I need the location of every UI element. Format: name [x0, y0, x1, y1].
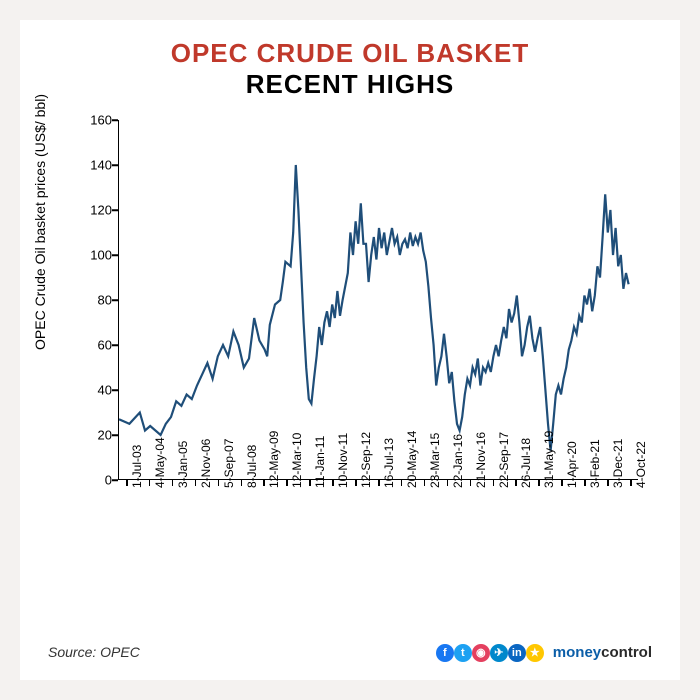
x-tick-label: 8-Jul-08: [245, 445, 259, 488]
footer: ft◉✈in★ moneycontrol: [436, 643, 652, 662]
y-tick-label: 120: [82, 203, 112, 218]
y-tick-label: 160: [82, 113, 112, 128]
x-tick-label: 3-Feb-21: [588, 439, 602, 488]
y-tick-label: 60: [82, 338, 112, 353]
x-tick-label: 10-Nov-11: [336, 433, 350, 488]
y-tick-mark: [112, 299, 118, 301]
x-tick-label: 26-Jul-18: [519, 438, 533, 488]
y-tick-label: 80: [82, 293, 112, 308]
x-tick-mark: [607, 480, 609, 486]
y-tick-mark: [112, 389, 118, 391]
x-tick-mark: [126, 480, 128, 486]
y-tick-mark: [112, 209, 118, 211]
social-icon[interactable]: ✈: [490, 644, 508, 662]
brand-logo: moneycontrol: [553, 644, 652, 661]
chart-card: OPEC CRUDE OIL BASKET RECENT HIGHS OPEC …: [20, 20, 680, 680]
x-tick-mark: [149, 480, 151, 486]
x-tick-mark: [538, 480, 540, 486]
x-tick-mark: [630, 480, 632, 486]
x-tick-mark: [401, 480, 403, 486]
x-tick-mark: [241, 480, 243, 486]
x-tick-label: 16-Jul-13: [382, 438, 396, 488]
x-tick-mark: [470, 480, 472, 486]
social-icon[interactable]: t: [454, 644, 472, 662]
x-tick-label: 4-May-04: [153, 437, 167, 488]
y-tick-mark: [112, 119, 118, 121]
x-tick-label: 3-Jan-05: [176, 441, 190, 488]
social-icon[interactable]: in: [508, 644, 526, 662]
x-tick-label: 22-Jan-16: [451, 434, 465, 488]
y-tick-mark: [112, 434, 118, 436]
x-tick-mark: [309, 480, 311, 486]
x-tick-label: 12-Sep-12: [359, 432, 373, 488]
x-tick-mark: [561, 480, 563, 486]
y-tick-label: 140: [82, 158, 112, 173]
x-tick-label: 23-Mar-15: [428, 433, 442, 488]
x-tick-mark: [584, 480, 586, 486]
y-tick-label: 100: [82, 248, 112, 263]
x-tick-mark: [263, 480, 265, 486]
title-line-1: OPEC CRUDE OIL BASKET: [20, 38, 680, 69]
x-tick-label: 21-Nov-16: [474, 432, 488, 488]
y-tick-mark: [112, 254, 118, 256]
page-background: OPEC CRUDE OIL BASKET RECENT HIGHS OPEC …: [0, 0, 700, 700]
y-tick-mark: [112, 344, 118, 346]
x-tick-mark: [424, 480, 426, 486]
x-tick-label: 4-Oct-22: [634, 441, 648, 488]
y-tick-label: 20: [82, 428, 112, 443]
social-icon[interactable]: f: [436, 644, 454, 662]
social-icon[interactable]: ◉: [472, 644, 490, 662]
x-tick-mark: [172, 480, 174, 486]
x-tick-mark: [195, 480, 197, 486]
x-tick-mark: [378, 480, 380, 486]
title-line-2: RECENT HIGHS: [20, 69, 680, 100]
x-tick-mark: [286, 480, 288, 486]
source-text: Source: OPEC: [48, 644, 140, 660]
x-tick-label: 11-Jan-11: [313, 436, 327, 488]
y-tick-mark: [112, 479, 118, 481]
x-tick-label: 1-Jul-03: [130, 445, 144, 488]
x-tick-mark: [493, 480, 495, 486]
brand-left: money: [553, 644, 601, 661]
x-tick-mark: [218, 480, 220, 486]
plot-area: [118, 120, 638, 480]
x-tick-label: 12-Mar-10: [290, 433, 304, 488]
x-tick-label: 2-Nov-06: [199, 439, 213, 488]
line-chart-svg: [119, 120, 639, 480]
x-tick-mark: [332, 480, 334, 486]
x-tick-label: 12-May-09: [267, 431, 281, 488]
x-tick-label: 1-Apr-20: [565, 441, 579, 488]
y-tick-mark: [112, 164, 118, 166]
x-tick-label: 20-May-14: [405, 431, 419, 488]
x-tick-label: 31-May-19: [542, 431, 556, 488]
brand-right: control: [601, 644, 652, 661]
x-tick-mark: [515, 480, 517, 486]
x-tick-mark: [447, 480, 449, 486]
chart-area: OPEC Crude Oil basket prices (US$/ bbl) …: [50, 120, 650, 580]
y-axis-label: OPEC Crude Oil basket prices (US$/ bbl): [32, 94, 48, 350]
price-line: [119, 165, 629, 451]
x-tick-label: 3-Dec-21: [611, 439, 625, 488]
social-icon[interactable]: ★: [526, 644, 544, 662]
chart-title: OPEC CRUDE OIL BASKET RECENT HIGHS: [20, 20, 680, 100]
x-tick-label: 22-Sep-17: [497, 432, 511, 488]
y-tick-label: 40: [82, 383, 112, 398]
y-tick-label: 0: [82, 473, 112, 488]
x-tick-mark: [355, 480, 357, 486]
x-tick-label: 5-Sep-07: [222, 439, 236, 488]
